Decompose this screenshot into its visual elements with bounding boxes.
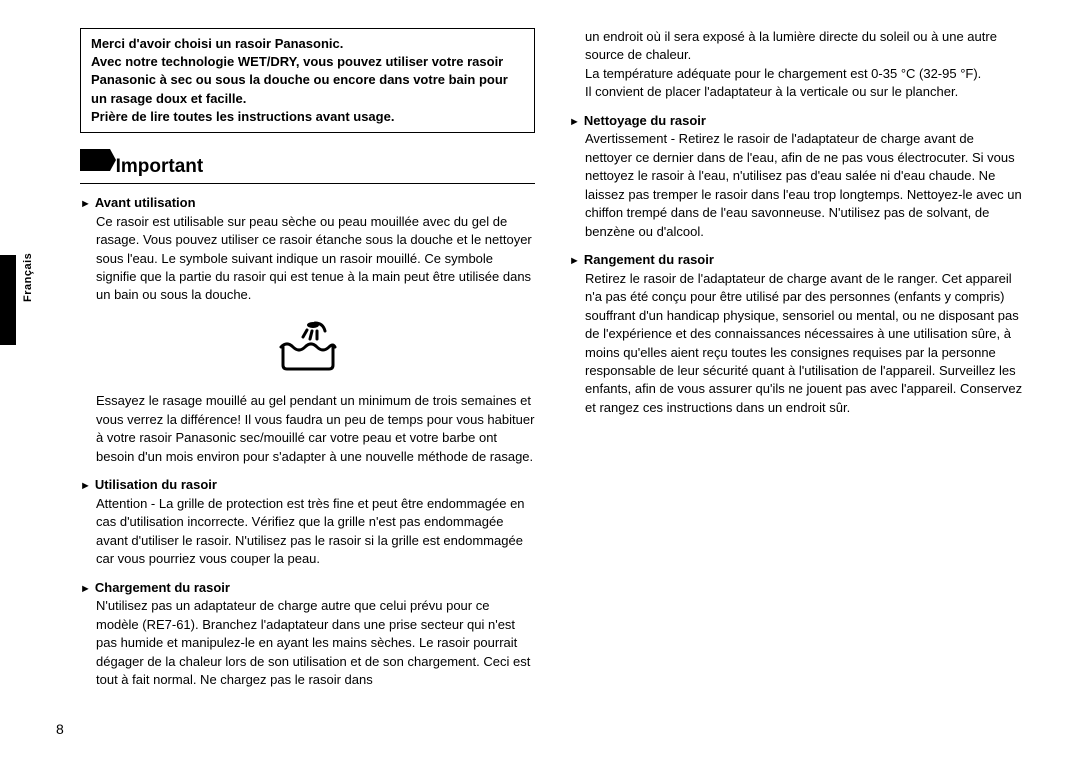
- before-use-p2: Essayez le rasage mouillé au gel pendant…: [80, 392, 535, 466]
- section-cleaning: Nettoyage du rasoir: [569, 112, 1024, 131]
- important-heading: Important: [80, 149, 535, 184]
- wet-shave-icon: [80, 319, 535, 378]
- section-before-use: Avant utilisation: [80, 194, 535, 213]
- charging-p4: Il convient de placer l'adaptateur à la …: [569, 83, 1024, 101]
- right-column: un endroit où il sera exposé à la lumièr…: [569, 28, 1024, 689]
- charging-p1: N'utilisez pas un adaptateur de charge a…: [80, 597, 535, 689]
- page-number: 8: [56, 721, 64, 737]
- storage-p1: Retirez le rasoir de l'adaptateur de cha…: [569, 270, 1024, 418]
- intro-line-2: Avec notre technologie WET/DRY, vous pou…: [91, 53, 524, 71]
- intro-line-3: Panasonic à sec ou sous la douche ou enc…: [91, 71, 524, 89]
- left-column: Merci d'avoir choisi un rasoir Panasonic…: [80, 28, 535, 689]
- heading-rule: [80, 183, 535, 184]
- using-p1: Attention - La grille de protection est …: [80, 495, 535, 569]
- cleaning-p1: Avertissement - Retirez le rasoir de l'a…: [569, 130, 1024, 241]
- section-using: Utilisation du rasoir: [80, 476, 535, 495]
- intro-line-4: un rasage doux et facille.: [91, 90, 524, 108]
- intro-box: Merci d'avoir choisi un rasoir Panasonic…: [80, 28, 535, 133]
- charging-p3: La température adéquate pour le chargeme…: [569, 65, 1024, 83]
- heading-flag-icon: [80, 149, 116, 176]
- important-label: Important: [116, 154, 204, 181]
- intro-line-1: Merci d'avoir choisi un rasoir Panasonic…: [91, 35, 524, 53]
- section-charging: Chargement du rasoir: [80, 579, 535, 598]
- charging-p2: un endroit où il sera exposé à la lumièr…: [569, 28, 1024, 65]
- page-content: Merci d'avoir choisi un rasoir Panasonic…: [0, 0, 1080, 759]
- section-storage: Rangement du rasoir: [569, 251, 1024, 270]
- before-use-p1: Ce rasoir est utilisable sur peau sèche …: [80, 213, 535, 305]
- intro-line-5: Prière de lire toutes les instructions a…: [91, 108, 524, 126]
